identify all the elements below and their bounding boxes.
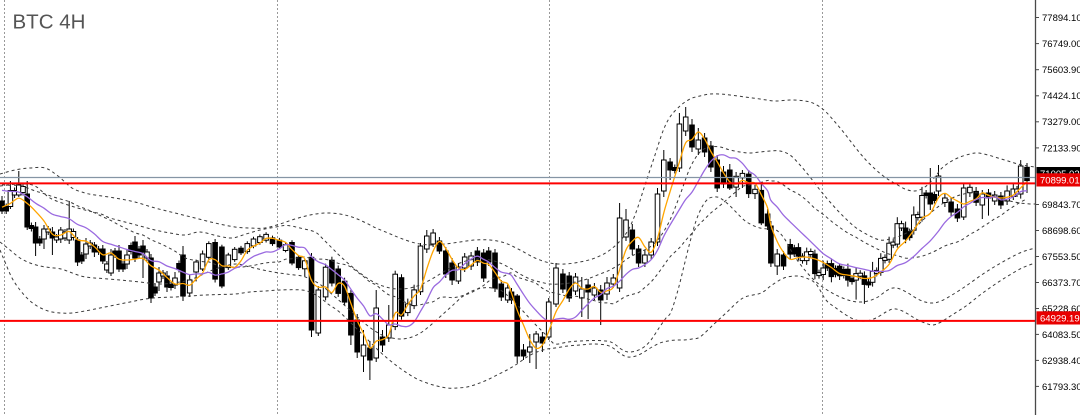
svg-text:62938.40: 62938.40 <box>1042 356 1080 367</box>
svg-text:75603.90: 75603.90 <box>1042 65 1080 76</box>
svg-text:70899.01: 70899.01 <box>1040 176 1080 187</box>
svg-text:68698.60: 68698.60 <box>1042 226 1080 237</box>
svg-text:72133.90: 72133.90 <box>1042 143 1080 154</box>
svg-text:73279.00: 73279.00 <box>1042 117 1080 128</box>
svg-text:66373.70: 66373.70 <box>1042 278 1080 289</box>
svg-text:BTC 4H: BTC 4H <box>13 11 86 34</box>
svg-text:61793.30: 61793.30 <box>1042 382 1080 393</box>
svg-text:77894.10: 77894.10 <box>1042 13 1080 24</box>
svg-text:74424.10: 74424.10 <box>1042 91 1080 102</box>
svg-text:69843.70: 69843.70 <box>1042 200 1080 211</box>
svg-text:67553.50: 67553.50 <box>1042 252 1080 263</box>
svg-text:64083.50: 64083.50 <box>1042 330 1080 341</box>
svg-text:64929.19: 64929.19 <box>1040 314 1080 325</box>
svg-text:76749.00: 76749.00 <box>1042 39 1080 50</box>
